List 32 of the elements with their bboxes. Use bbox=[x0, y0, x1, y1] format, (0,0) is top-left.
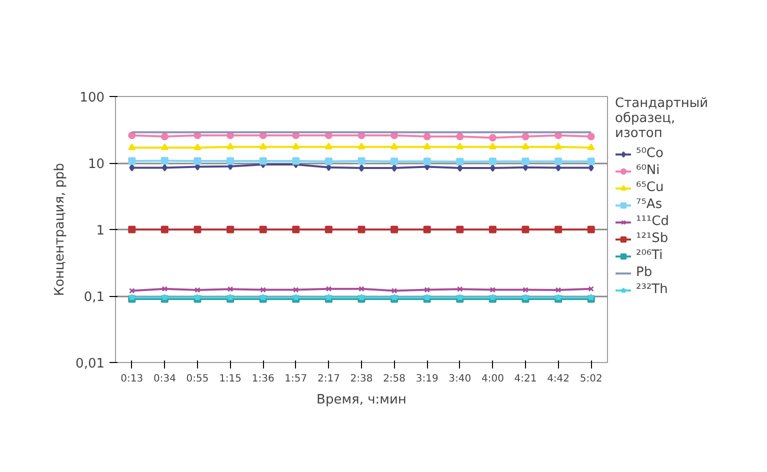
x-tick-label: 1:15 bbox=[219, 374, 242, 384]
x-tick-label: 4:00 bbox=[481, 374, 504, 384]
x-tick-label: 0:55 bbox=[186, 374, 209, 384]
legend-label: Pb bbox=[636, 265, 654, 280]
x-tick-label: 1:57 bbox=[284, 374, 308, 384]
legend-label: ¹²¹Sb bbox=[636, 231, 668, 246]
y-tick-label: 10 bbox=[88, 157, 105, 172]
legend-label: ⁶⁰Ni bbox=[636, 163, 660, 178]
x-tick-label: 5:02 bbox=[580, 374, 602, 384]
y-tick-label: 1 bbox=[96, 224, 105, 238]
legend-label: ⁷⁵As bbox=[636, 197, 662, 212]
x-tick-label: 0:34 bbox=[153, 374, 176, 384]
y-tick-label: 0,01 bbox=[76, 356, 105, 372]
x-tick-label: 4:42 bbox=[547, 374, 570, 384]
x-axis-title: Время, ч:мин bbox=[316, 392, 406, 408]
x-tick-label: 3:19 bbox=[416, 374, 438, 384]
legend-label: ²³²Th bbox=[636, 282, 668, 297]
x-tick-label: 4:21 bbox=[514, 374, 537, 384]
x-tick-label: 1:36 bbox=[252, 374, 274, 384]
x-tick-label: 2:17 bbox=[317, 374, 340, 384]
y-axis-title: Концентрация, ppb bbox=[52, 163, 68, 296]
x-tick-label: 2:58 bbox=[383, 374, 406, 384]
y-tick-label: 100 bbox=[80, 90, 105, 106]
legend-label: ²⁰⁶Ti bbox=[636, 248, 663, 263]
y-tick-label: 0,1 bbox=[84, 290, 105, 305]
x-tick-label: 3:40 bbox=[448, 374, 472, 384]
legend-title: Стандартный образец, изотоп bbox=[615, 96, 708, 141]
x-tick-label: 2:38 bbox=[350, 374, 373, 384]
legend-label: ¹¹¹Cd bbox=[636, 214, 669, 229]
legend-label: ⁵⁰Co bbox=[636, 146, 664, 161]
legend-label: ⁶⁵Cu bbox=[636, 180, 664, 195]
x-tick-label: 0:13 bbox=[120, 374, 144, 384]
